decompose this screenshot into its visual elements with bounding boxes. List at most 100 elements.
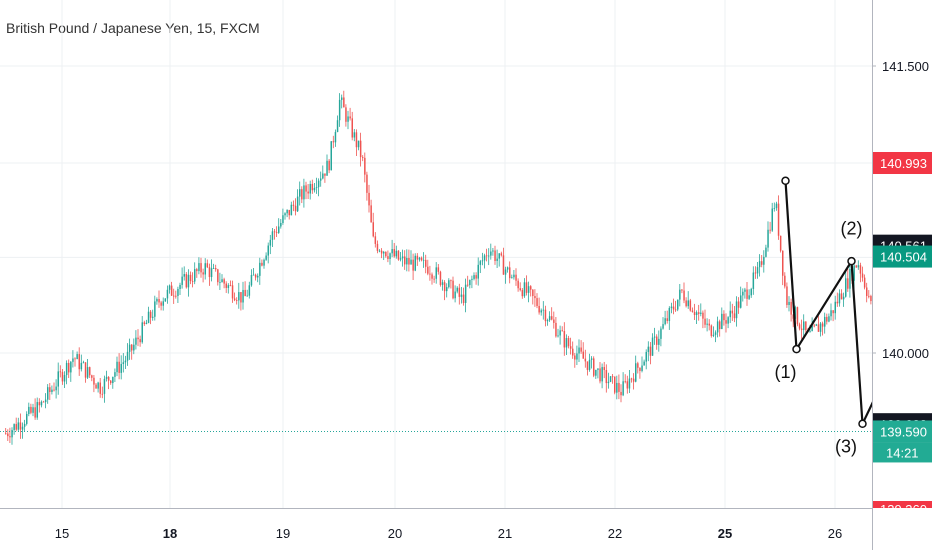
candle-body [819,323,822,332]
candle-body [691,310,694,313]
candle-body [269,239,272,246]
time-axis-tick-label: 20 [388,526,402,541]
candle-body [782,250,784,276]
time-axis-tick-label: 21 [498,526,512,541]
candle-body [154,301,156,317]
candle-body [65,362,68,376]
candle-body [544,309,547,322]
candle-body [611,376,614,378]
candle-body [397,250,400,260]
candle-body [609,376,612,382]
candle-body [777,203,780,236]
wave-point-handle[interactable] [858,419,867,429]
candle-body [366,174,368,193]
candle-body [693,312,696,315]
time-axis[interactable] [0,508,872,550]
wave-point-handle[interactable] [781,176,790,186]
candle-body [458,287,461,297]
candle-body [145,322,148,325]
candle-body [282,215,284,223]
candle-body [599,368,601,382]
candle-body [389,253,391,260]
candle-body [668,308,671,322]
candle-body [551,316,553,320]
candle-body [572,348,574,356]
candle-body [817,324,820,332]
candle-body [490,251,492,256]
candle-body [649,346,652,356]
candle-body [855,265,857,268]
price-axis[interactable] [872,0,932,550]
candle-body [729,310,731,318]
candle-body [593,358,595,376]
candle-body [120,363,122,373]
candle-body [55,386,57,391]
candle-body [359,140,362,158]
candle-body [135,337,137,345]
candle-body [603,367,605,371]
price-axis-mask [873,508,932,550]
candle-body [219,282,221,283]
candle-body [662,324,664,329]
candle-body [53,389,55,391]
candle-body [805,321,807,331]
wave-label: (2) [841,218,863,238]
wave-point-handle[interactable] [847,256,856,266]
price-tag-label: 140.504 [880,250,927,265]
candle-body [236,300,238,301]
candle-body [198,263,200,272]
candle-body [630,378,633,380]
candle-body [790,301,792,315]
candle-body [555,322,557,337]
candle-body [19,422,22,430]
candle-body [708,323,710,326]
candle-body [679,289,681,300]
wave-point-handle[interactable] [792,344,801,354]
candle-body [653,336,656,338]
candle-body [311,183,314,191]
candle-body [553,319,555,323]
candle-body [664,318,666,325]
candle-body [502,255,505,275]
candle-body [17,422,20,430]
candle-body [761,261,763,265]
candle-body [624,381,626,383]
candle-body [643,361,645,366]
time-axis-tick-label: 19 [276,526,290,541]
candle-body [427,266,429,274]
candle-body [59,371,62,373]
candle-body [380,250,383,254]
candle-body [540,310,542,313]
candle-body [200,263,202,273]
candle-body [509,267,511,279]
candle-body [857,265,860,268]
candle-body [559,330,561,336]
candle-body [244,289,246,297]
candle-body [670,306,673,309]
candle-body [280,222,282,227]
candle-body [492,250,494,252]
candle-body [809,331,811,332]
candle-body [542,309,545,311]
candle-body [322,173,324,179]
candle-body [660,328,662,339]
candle-body [11,429,13,438]
candle-body [103,378,106,394]
candle-body [567,338,570,347]
candle-body [446,287,448,292]
candle-body [847,278,849,289]
candle-body [99,382,101,394]
time-axis-tick-label: 15 [55,526,69,541]
candle-body [353,132,356,138]
candle-body [494,250,496,261]
candle-body [838,293,841,304]
candle-body [51,389,53,392]
candle-body [36,402,38,418]
candle-body [259,262,261,276]
candle-body [712,334,715,336]
candle-body [435,267,437,279]
candle-body [273,231,276,233]
candle-body [513,274,515,278]
candle-body [758,261,761,268]
